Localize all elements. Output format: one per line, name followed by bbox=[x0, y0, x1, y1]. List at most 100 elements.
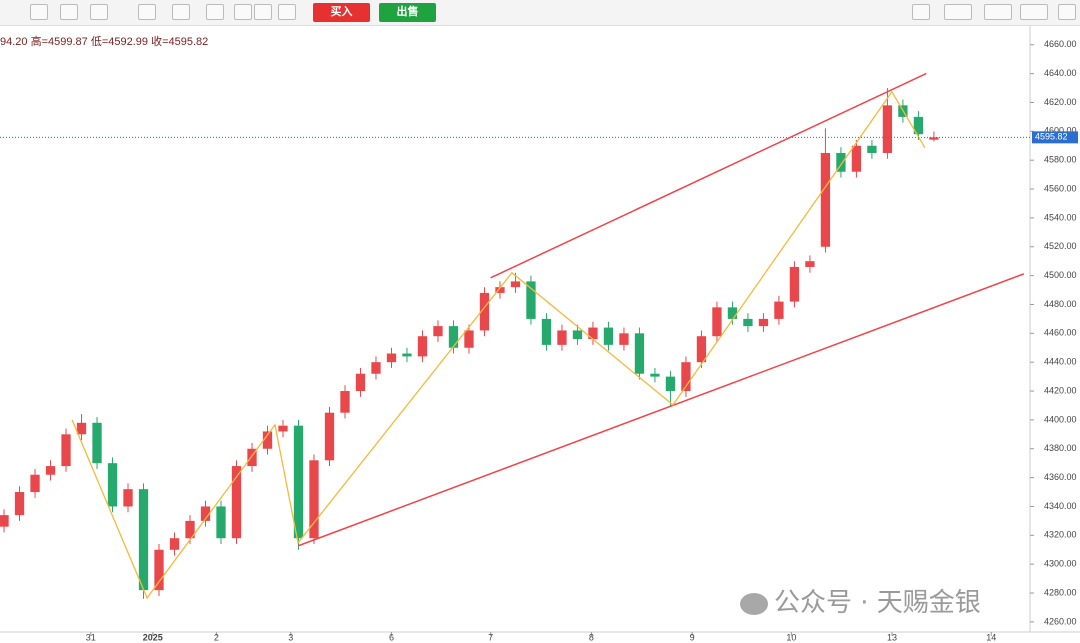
candle-body bbox=[185, 520, 195, 539]
candle-body bbox=[464, 330, 474, 348]
y-tick-label: 4280.00 bbox=[1044, 587, 1077, 597]
candle-body bbox=[92, 422, 102, 464]
undo-icon[interactable] bbox=[234, 4, 252, 20]
candle-body bbox=[0, 515, 9, 527]
candle-body bbox=[603, 327, 614, 345]
compare-icon[interactable] bbox=[206, 4, 224, 20]
x-tick-label: 10 bbox=[786, 632, 796, 642]
zigzag-line bbox=[71, 90, 926, 600]
candle-body bbox=[619, 333, 629, 345]
candle-body bbox=[665, 376, 676, 392]
line-icon[interactable] bbox=[60, 4, 78, 20]
candle-body bbox=[727, 307, 738, 319]
price-label: 4595.82 bbox=[1035, 132, 1068, 142]
candle-body bbox=[836, 152, 846, 172]
y-tick-label: 4400.00 bbox=[1044, 414, 1077, 424]
candle-body bbox=[386, 353, 397, 363]
candle-body bbox=[324, 412, 335, 461]
x-tick-label: 6 bbox=[389, 632, 394, 642]
cloud-load-icon[interactable] bbox=[984, 4, 1012, 20]
y-tick-label: 4440.00 bbox=[1044, 357, 1077, 367]
y-tick-label: 4360.00 bbox=[1044, 472, 1077, 482]
candle-body bbox=[216, 506, 226, 539]
fullscreen-icon[interactable] bbox=[1058, 4, 1076, 20]
candle-body bbox=[448, 326, 459, 348]
x-tick-label: 31 bbox=[86, 632, 96, 642]
y-tick-label: 4420.00 bbox=[1044, 385, 1077, 395]
candle-body bbox=[588, 327, 598, 340]
y-tick-label: 4600.00 bbox=[1044, 126, 1077, 136]
candle-body bbox=[774, 301, 784, 319]
ohlc-info: 94.20 高=4599.87 低=4592.99 收=4595.82 bbox=[0, 34, 208, 48]
settings-icon[interactable] bbox=[138, 4, 156, 20]
alert-icon[interactable] bbox=[278, 4, 296, 20]
watermark-text: 公众号 · 天赐金银 bbox=[774, 588, 981, 618]
candle-body bbox=[278, 425, 288, 432]
candle-body bbox=[61, 434, 71, 467]
x-tick-label: 2 bbox=[214, 632, 219, 642]
candle-body bbox=[820, 152, 831, 247]
y-tick-label: 4340.00 bbox=[1044, 501, 1077, 511]
candle-body bbox=[30, 474, 40, 493]
y-tick-label: 4480.00 bbox=[1044, 299, 1077, 309]
y-tick-label: 4300.00 bbox=[1044, 559, 1077, 569]
candle-body bbox=[789, 266, 800, 302]
x-tick-label: 13 bbox=[887, 632, 897, 642]
color-icon[interactable] bbox=[944, 4, 972, 20]
candle-body bbox=[262, 431, 273, 449]
candle-body bbox=[169, 538, 180, 550]
candle-body bbox=[123, 489, 133, 507]
candle-body bbox=[712, 307, 722, 337]
camera-icon[interactable] bbox=[912, 4, 930, 20]
indicator-icon[interactable] bbox=[172, 4, 190, 20]
candle-body bbox=[293, 425, 304, 539]
x-tick-label: 2025 bbox=[143, 632, 163, 642]
candle-body bbox=[371, 362, 381, 374]
cloud-save-icon[interactable] bbox=[1020, 4, 1048, 20]
y-tick-label: 4620.00 bbox=[1044, 97, 1077, 107]
candle-body bbox=[758, 318, 769, 327]
x-tick-label: 14 bbox=[986, 632, 996, 642]
candle-body bbox=[340, 391, 350, 413]
redo-icon[interactable] bbox=[254, 4, 272, 20]
y-tick-label: 4380.00 bbox=[1044, 443, 1077, 453]
buy-button[interactable]: 买入 bbox=[313, 3, 370, 22]
channel-line bbox=[297, 273, 1025, 547]
candle-body bbox=[634, 333, 645, 374]
y-tick-label: 4580.00 bbox=[1044, 155, 1077, 165]
x-tick-label: 3 bbox=[288, 632, 293, 642]
y-tick-label: 4660.00 bbox=[1044, 39, 1077, 49]
y-tick-label: 4500.00 bbox=[1044, 270, 1077, 280]
candle-body bbox=[417, 336, 428, 357]
candle-icon[interactable] bbox=[30, 4, 48, 20]
candle-body bbox=[851, 145, 862, 172]
candle-body bbox=[107, 463, 118, 507]
candle-body bbox=[495, 287, 505, 293]
candle-body bbox=[913, 116, 924, 135]
candle-body bbox=[572, 330, 583, 340]
candle-body bbox=[402, 353, 412, 357]
bar-icon[interactable] bbox=[90, 4, 108, 20]
candle-body bbox=[14, 492, 25, 516]
candle-body bbox=[479, 292, 490, 331]
price-label-box bbox=[1032, 131, 1078, 144]
candle-body bbox=[76, 422, 87, 435]
candle-body bbox=[867, 145, 877, 153]
candle-body bbox=[882, 105, 893, 153]
candle-body bbox=[355, 373, 366, 392]
candle-body bbox=[154, 549, 164, 591]
y-tick-label: 4460.00 bbox=[1044, 328, 1077, 338]
y-tick-label: 4320.00 bbox=[1044, 530, 1077, 540]
candle-body bbox=[743, 318, 753, 327]
x-tick-label: 8 bbox=[589, 632, 594, 642]
toolbar: 买入 出售 bbox=[0, 0, 1080, 26]
sell-button[interactable]: 出售 bbox=[379, 3, 436, 22]
y-tick-label: 4560.00 bbox=[1044, 183, 1077, 193]
candle-body bbox=[929, 137, 939, 140]
y-tick-label: 4260.00 bbox=[1044, 616, 1077, 626]
y-tick-label: 4540.00 bbox=[1044, 212, 1077, 222]
candle-body bbox=[681, 362, 691, 392]
x-tick-label: 7 bbox=[488, 632, 493, 642]
